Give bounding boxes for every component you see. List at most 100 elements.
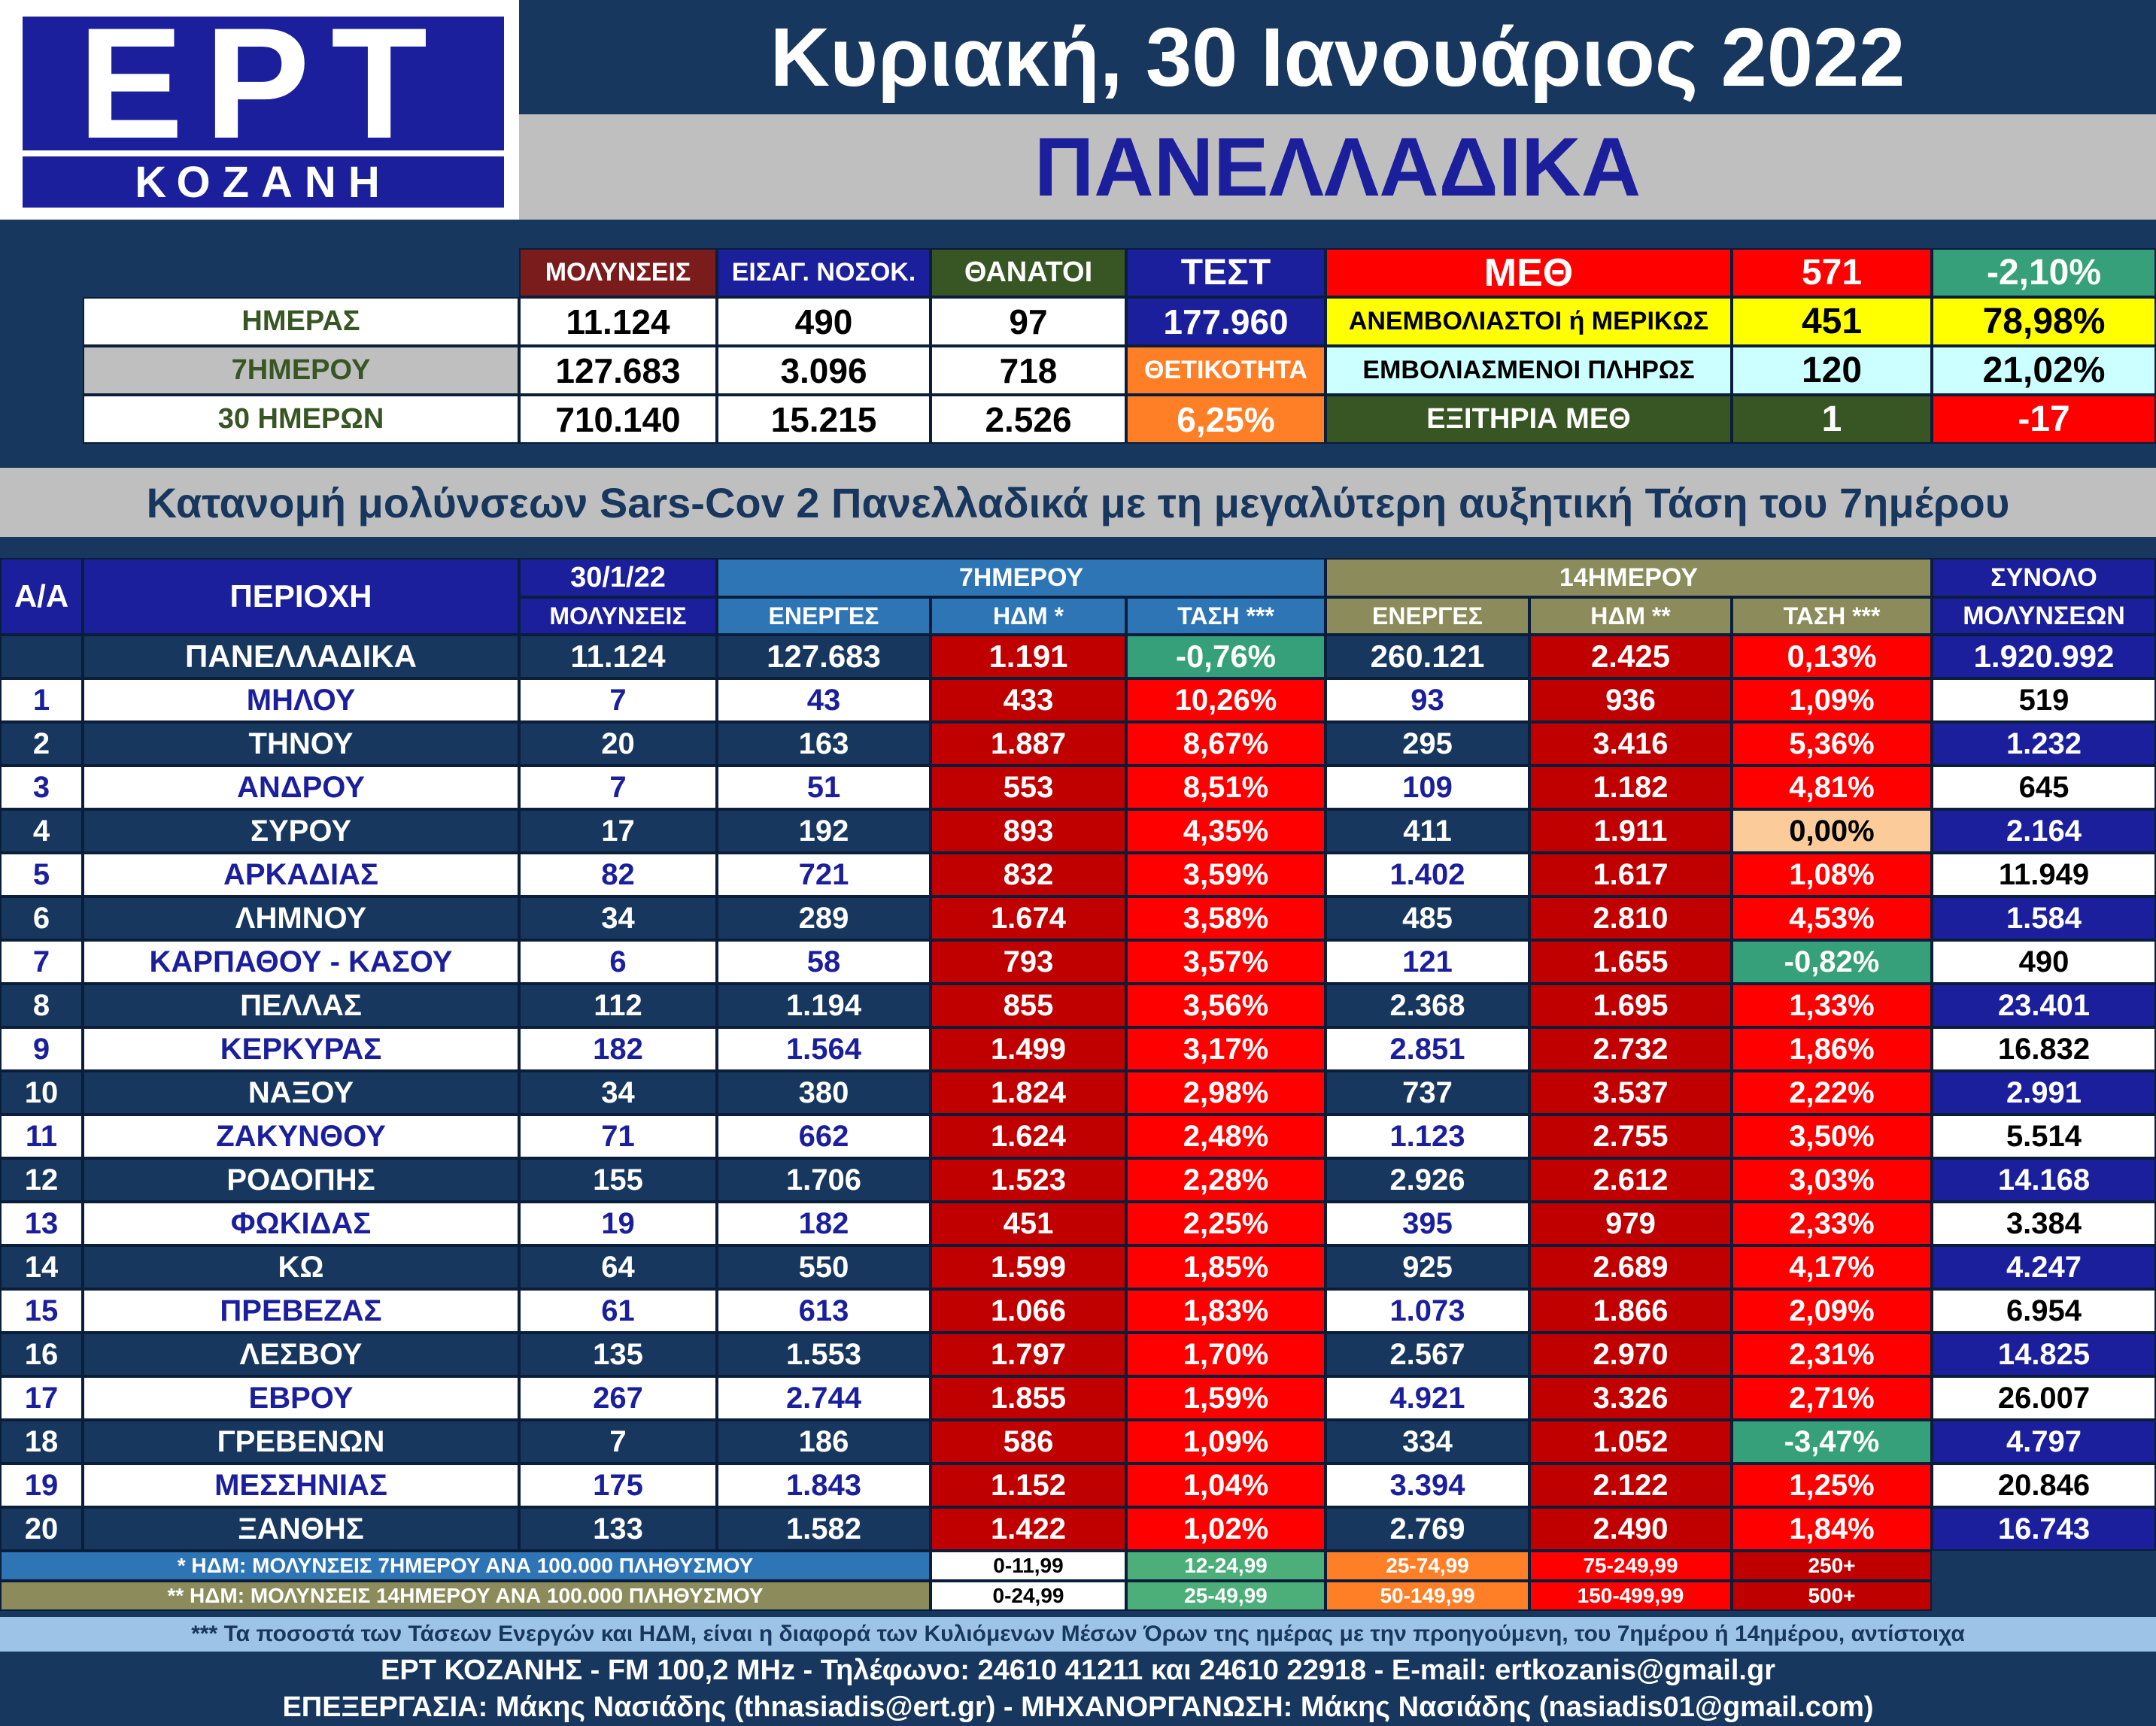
legend-14day-range: 25-49,99	[1126, 1581, 1325, 1611]
row-aa: 18	[0, 1420, 83, 1464]
row-hdm7: 1.797	[931, 1333, 1126, 1376]
row-day: 64	[519, 1245, 717, 1289]
row-area: ΑΡΚΑΔΙΑΣ	[83, 853, 519, 896]
row-hdm14: 2.732	[1529, 1027, 1732, 1071]
section-banner: Κατανομή μολύνσεων Sars-Cov 2 Πανελλαδικ…	[0, 468, 2156, 537]
legend-7day-range: 250+	[1732, 1551, 1932, 1581]
row-area: ΡΟΔΟΠΗΣ	[83, 1158, 519, 1202]
icu-count: 1	[1732, 395, 1932, 444]
row-active14: 1.123	[1325, 1115, 1529, 1158]
icu-label: ΑΝΕΜΒΟΛΙΑΣΤΟΙ ή ΜΕΡΙΚΩΣ	[1325, 297, 1732, 346]
legend-7day-label: * ΗΔΜ: ΜΟΛΥΝΣΕΙΣ 7ΗΜΕΡΟΥ ΑΝΑ 100.000 ΠΛΗ…	[0, 1551, 931, 1581]
row-trend14: 4,53%	[1732, 896, 1932, 940]
row-trend7: 3,57%	[1126, 940, 1325, 984]
row-area: ΑΝΔΡΟΥ	[83, 766, 519, 809]
header-trend7: ΤΑΣΗ ***	[1126, 597, 1325, 635]
row-aa: 5	[0, 853, 83, 896]
row-hdm7: 1.066	[931, 1289, 1126, 1333]
row-active7: 613	[717, 1289, 931, 1333]
row-total: 26.007	[1932, 1376, 2156, 1420]
row-hdm7: 793	[931, 940, 1126, 984]
row-day: 175	[519, 1464, 717, 1507]
summary-col-header: ΕΙΣΑΓ. ΝΟΣΟΚ.	[717, 248, 931, 297]
row-hdm14: 2.612	[1529, 1158, 1732, 1202]
row-trend14: 2,22%	[1732, 1071, 1932, 1115]
legend-14day-range: 500+	[1732, 1581, 1932, 1611]
icu-count: 571	[1732, 248, 1932, 297]
row-day: 182	[519, 1027, 717, 1071]
row-total: 4.797	[1932, 1420, 2156, 1464]
row-total: 519	[1932, 678, 2156, 722]
row-day: 71	[519, 1115, 717, 1158]
row-active14: 925	[1325, 1245, 1529, 1289]
row-hdm14: 2.810	[1529, 896, 1732, 940]
row-active7: 2.744	[717, 1376, 931, 1420]
row-total: 23.401	[1932, 984, 2156, 1027]
row-active14: 2.851	[1325, 1027, 1529, 1071]
summary-value: 3.096	[717, 346, 931, 395]
summary-value: 11.124	[519, 297, 717, 346]
row-aa: 12	[0, 1158, 83, 1202]
row-trend14: 0,00%	[1732, 809, 1932, 853]
row-trend7: 8,67%	[1126, 722, 1325, 766]
legend-7day-range: 75-249,99	[1529, 1551, 1732, 1581]
row-active7: 380	[717, 1071, 931, 1115]
positivity-label: ΘΕΤΙΚΟΤΗΤΑ	[1126, 346, 1325, 395]
row-hdm14: 1.617	[1529, 853, 1732, 896]
national-trend14: 0,13%	[1732, 635, 1932, 678]
row-total: 3.384	[1932, 1202, 2156, 1245]
row-hdm14: 1.182	[1529, 766, 1732, 809]
row-day: 267	[519, 1376, 717, 1420]
icu-count: 120	[1732, 346, 1932, 395]
row-day: 7	[519, 1420, 717, 1464]
row-day: 17	[519, 809, 717, 853]
national-total: 1.920.992	[1932, 635, 2156, 678]
row-total: 11.949	[1932, 853, 2156, 896]
row-trend14: 5,36%	[1732, 722, 1932, 766]
row-hdm7: 586	[931, 1420, 1126, 1464]
row-active7: 289	[717, 896, 931, 940]
row-aa: 20	[0, 1507, 83, 1551]
legend-14day-range: 150-499,99	[1529, 1581, 1732, 1611]
row-hdm14: 1.655	[1529, 940, 1732, 984]
row-active14: 2.368	[1325, 984, 1529, 1027]
row-aa: 16	[0, 1333, 83, 1376]
row-trend14: 1,86%	[1732, 1027, 1932, 1071]
row-trend14: 2,31%	[1732, 1333, 1932, 1376]
row-hdm7: 1.523	[931, 1158, 1126, 1202]
national-day: 11.124	[519, 635, 717, 678]
header-active7: ΕΝΕΡΓΕΣ	[717, 597, 931, 635]
row-area: ΚΩ	[83, 1245, 519, 1289]
row-active7: 550	[717, 1245, 931, 1289]
legend-7day-range: 25-74,99	[1325, 1551, 1529, 1581]
national-trend7: -0,76%	[1126, 635, 1325, 678]
row-active14: 1.402	[1325, 853, 1529, 896]
row-aa: 17	[0, 1376, 83, 1420]
summary-value: 710.140	[519, 395, 717, 444]
header-active14: ΕΝΕΡΓΕΣ	[1325, 597, 1529, 635]
row-hdm14: 936	[1529, 678, 1732, 722]
row-day: 135	[519, 1333, 717, 1376]
row-hdm7: 1.855	[931, 1376, 1126, 1420]
row-hdm7: 1.422	[931, 1507, 1126, 1551]
summary-row-label: 7ΗΜΕΡΟΥ	[83, 346, 519, 395]
national-hdm14: 2.425	[1529, 635, 1732, 678]
row-trend7: 3,56%	[1126, 984, 1325, 1027]
legend-14day-range: 50-149,99	[1325, 1581, 1529, 1611]
row-trend14: 2,71%	[1732, 1376, 1932, 1420]
row-day: 34	[519, 896, 717, 940]
row-aa: 3	[0, 766, 83, 809]
icu-change: -17	[1932, 395, 2156, 444]
row-active7: 1.564	[717, 1027, 931, 1071]
row-total: 20.846	[1932, 1464, 2156, 1507]
row-active7: 192	[717, 809, 931, 853]
row-trend14: 3,50%	[1732, 1115, 1932, 1158]
row-hdm14: 1.695	[1529, 984, 1732, 1027]
row-day: 133	[519, 1507, 717, 1551]
row-active14: 737	[1325, 1071, 1529, 1115]
row-trend7: 3,59%	[1126, 853, 1325, 896]
row-active14: 411	[1325, 809, 1529, 853]
header-group-14day: 14ΗΜΕΡΟΥ	[1325, 558, 1932, 597]
row-hdm14: 2.755	[1529, 1115, 1732, 1158]
row-hdm7: 433	[931, 678, 1126, 722]
